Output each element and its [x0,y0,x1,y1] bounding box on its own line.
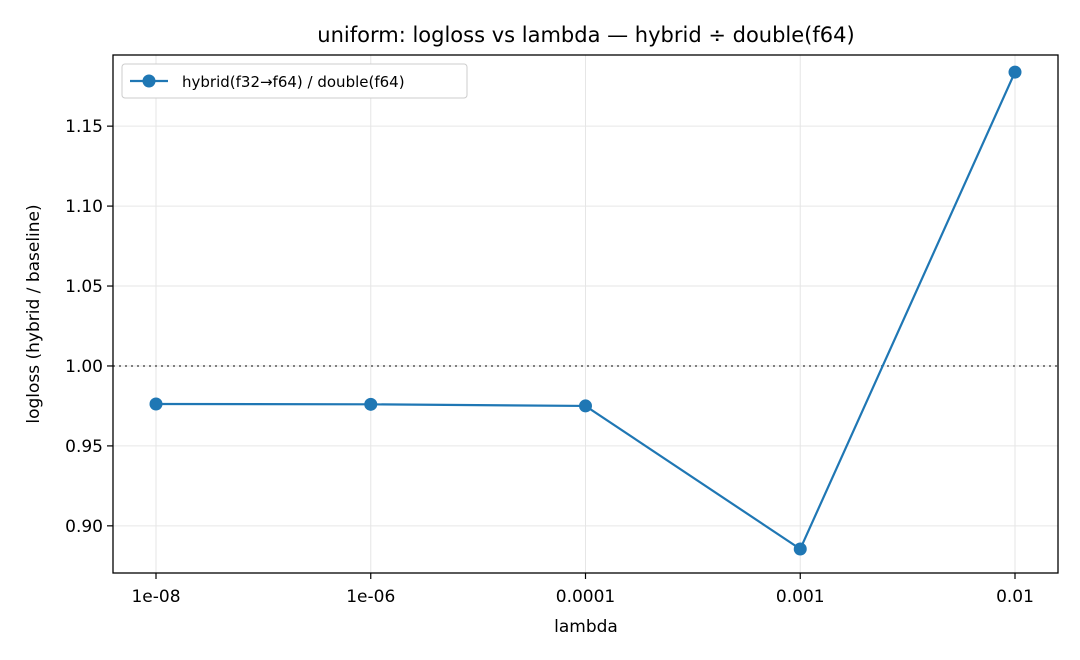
legend-box [121,63,468,99]
data-point [1008,65,1022,79]
x-tick-label: 0.01 [996,587,1034,607]
chart-title: uniform: logloss vs lambda — hybrid ÷ do… [317,23,854,47]
y-tick-label: 1.10 [65,197,103,217]
x-tick-label: 1e-08 [131,587,180,607]
y-tick-label: 1.00 [65,357,103,377]
ticks: 1e-08 1e-06 0.0001 0.001 0.01 0.90 0.95 1.00 1.0… [65,117,1034,607]
data-point [793,542,807,556]
series-layer [149,65,1022,556]
x-tick-label: 0.0001 [556,587,615,607]
x-axis-label: lambda [554,617,618,637]
y-axis-label: logloss (hybrid / baseline) [24,204,44,423]
data-point [579,399,592,413]
y-tick-label: 0.95 [65,437,103,457]
y-tick-label: 1.15 [65,117,103,137]
data-point [364,397,378,411]
grid [113,55,1058,573]
y-tick-label: 1.05 [65,277,103,297]
x-tick-label: 0.001 [776,587,825,607]
x-tick-label: 1e-06 [346,587,395,607]
legend: hybrid(f32→f64) / double(f64) [121,63,468,99]
legend-marker-sample [142,74,156,88]
y-tick-label: 0.90 [65,517,103,537]
data-point [149,397,163,411]
legend-entry-label: hybrid(f32→f64) / double(f64) [182,73,405,91]
